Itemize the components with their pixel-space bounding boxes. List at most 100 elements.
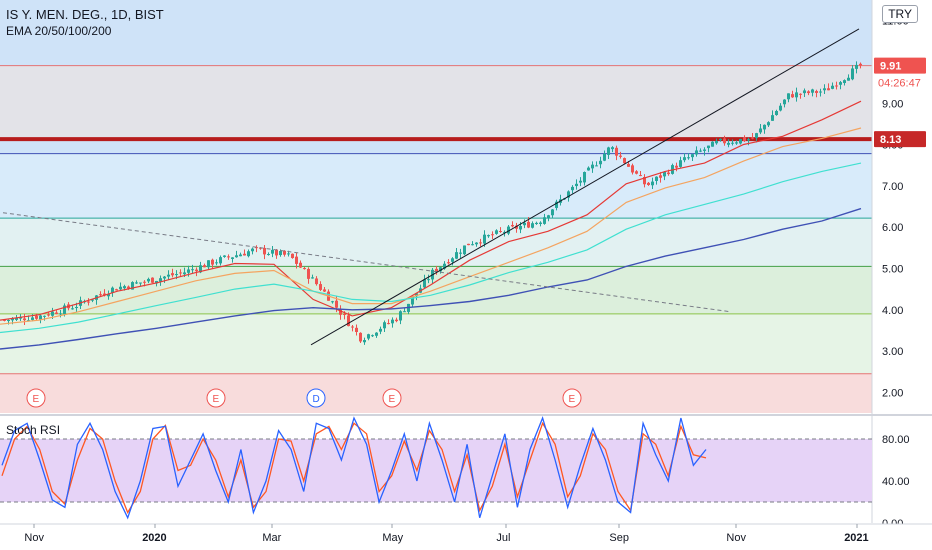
candle-body <box>15 317 18 320</box>
candle-body <box>219 257 222 264</box>
candle-body <box>523 222 526 226</box>
candle-body <box>679 160 682 167</box>
candle-body <box>415 293 418 297</box>
candle-body <box>87 301 90 303</box>
event-marker <box>206 388 226 408</box>
candle-body <box>423 279 426 288</box>
candle-body <box>315 278 318 285</box>
candle-body <box>455 252 458 259</box>
candle-body <box>119 286 122 290</box>
price-tick-label: 7.00 <box>882 181 903 193</box>
candle-body <box>595 165 598 167</box>
candle-body <box>383 322 386 329</box>
candle-body <box>411 296 414 305</box>
currency-button[interactable]: TRY <box>882 5 918 23</box>
candle-body <box>59 313 62 315</box>
candle-body <box>275 249 278 256</box>
candle-body <box>323 289 326 292</box>
candle-body <box>99 294 102 296</box>
candle-body <box>843 80 846 84</box>
zone-band <box>0 0 872 66</box>
candle-body <box>311 277 314 279</box>
candle-body <box>471 244 474 246</box>
candle-body <box>231 257 234 259</box>
candle-body <box>459 252 462 254</box>
candle-body <box>827 88 830 91</box>
candle-body <box>179 272 182 274</box>
last-price-label-bg <box>874 57 926 74</box>
candle-body <box>375 332 378 336</box>
candle-body <box>831 85 834 89</box>
candle-body <box>567 191 570 198</box>
time-tick-label: 2021 <box>844 532 868 544</box>
candle-body <box>339 309 342 315</box>
candle-body <box>791 94 794 98</box>
candle-body <box>707 145 710 149</box>
candle-body <box>527 221 530 228</box>
countdown-bg <box>874 74 928 91</box>
candle-body <box>427 279 430 281</box>
zone-band <box>0 139 872 154</box>
candle-body <box>395 319 398 322</box>
candle-body <box>351 326 354 328</box>
candle-body <box>547 215 550 219</box>
candle-body <box>503 231 506 233</box>
candle-body <box>807 91 810 94</box>
candle-body <box>811 89 814 93</box>
candle-body <box>695 150 698 155</box>
candle-body <box>371 335 374 337</box>
candle-body <box>303 268 306 270</box>
candle-body <box>35 315 38 319</box>
candle-body <box>619 155 622 157</box>
stoch-k-line <box>1 416 707 520</box>
time-tick-label: Jul <box>496 532 510 544</box>
stoch-band <box>0 439 872 502</box>
candle-body <box>163 276 166 279</box>
candle-body <box>331 301 334 303</box>
candle-body <box>271 249 274 254</box>
candle-body <box>511 224 514 227</box>
candle-body <box>551 209 554 216</box>
candle-body <box>775 111 778 116</box>
indicator-legend: EMA 20/50/100/200 <box>6 24 112 38</box>
candle-body <box>227 256 230 258</box>
price-axis-panel <box>872 0 932 550</box>
candle-body <box>739 138 742 144</box>
candle-body <box>639 175 642 177</box>
candle-body <box>815 91 818 93</box>
symbol-title: IS Y. MEN. DEG., 1D, BIST <box>6 7 164 22</box>
candle-body <box>859 63 862 66</box>
candle-body <box>199 265 202 273</box>
candle-body <box>855 64 858 69</box>
candle-body <box>507 226 510 234</box>
candle-body <box>783 99 786 105</box>
candle-body <box>655 176 658 181</box>
candle-body <box>583 172 586 183</box>
candle-body <box>587 167 590 171</box>
candle-body <box>823 88 826 91</box>
price-tick-label: 6.00 <box>882 222 903 234</box>
candle-body <box>651 181 654 186</box>
candle-body <box>539 222 542 224</box>
candle-body <box>239 254 242 257</box>
candle-body <box>23 318 26 321</box>
candle-body <box>607 147 610 155</box>
candle-body <box>579 180 582 183</box>
candle-body <box>447 262 450 264</box>
candle-body <box>663 172 666 177</box>
candle-body <box>755 133 758 139</box>
candle-body <box>439 267 442 272</box>
ema-line <box>0 162 862 334</box>
candle-body <box>3 319 6 321</box>
time-tick-label: Mar <box>262 532 281 544</box>
countdown-label: 04:26:47 <box>878 78 921 90</box>
candle-body <box>343 313 346 315</box>
candle-body <box>735 142 738 144</box>
candle-body <box>703 149 706 151</box>
candle-body <box>131 282 134 290</box>
candle-body <box>283 250 286 255</box>
event-marker <box>306 388 326 408</box>
candle-body <box>207 260 210 268</box>
candle-body <box>463 245 466 255</box>
